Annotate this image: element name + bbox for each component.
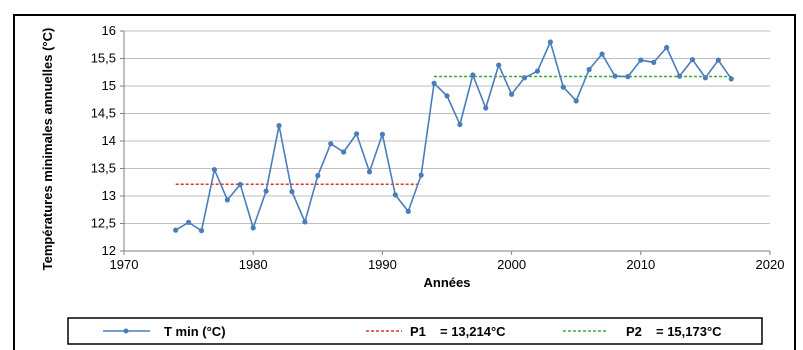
data-point <box>315 173 321 179</box>
y-tick-label: 16 <box>102 23 116 38</box>
data-point <box>379 131 385 137</box>
data-point <box>573 98 579 104</box>
data-point <box>664 44 670 51</box>
data-point <box>496 62 502 68</box>
series <box>173 39 734 234</box>
legend-series-marker <box>123 328 129 334</box>
data-point <box>276 123 282 129</box>
legend-p2-name: P2 <box>626 324 642 339</box>
x-axis-title: Années <box>424 275 471 290</box>
data-point <box>676 73 683 79</box>
y-tick-label: 12,5 <box>91 216 116 231</box>
data-point <box>457 121 463 128</box>
y-tick-label: 14 <box>102 133 116 148</box>
x-tick-label: 2000 <box>497 257 526 272</box>
legend-box <box>67 317 763 345</box>
data-point <box>560 84 566 90</box>
data-point <box>289 189 295 195</box>
data-point <box>302 219 308 225</box>
data-point <box>599 51 605 57</box>
data-point <box>470 72 476 78</box>
data-point <box>211 167 218 173</box>
legend-p1-value: = 13,214°C <box>440 324 506 339</box>
data-point <box>715 57 721 63</box>
data-point <box>547 39 553 45</box>
data-point <box>418 172 424 178</box>
data-point <box>328 141 334 147</box>
y-tick-label: 13 <box>102 188 116 203</box>
x-tick-label: 1970 <box>110 257 139 272</box>
y-tick-label: 13,5 <box>91 161 116 176</box>
gridlines <box>124 30 770 252</box>
data-point <box>638 57 644 63</box>
data-point <box>392 192 398 198</box>
chart-frame <box>13 14 796 350</box>
data-point <box>534 68 541 74</box>
data-point <box>431 80 437 86</box>
data-point <box>224 197 230 203</box>
data-point <box>366 169 373 175</box>
axes: 12 12,5 13 13,5 14 14,5 15 15,5 16 1970 1980 1990 20… <box>91 23 785 272</box>
legend-p1-name: P1 <box>410 324 426 339</box>
x-tick-label: 2010 <box>626 257 655 272</box>
data-point <box>521 75 528 81</box>
x-tick-label: 1990 <box>368 257 397 272</box>
legend-series-label: T min (°C) <box>164 324 226 339</box>
x-tick-label: 1980 <box>239 257 268 272</box>
y-tick-label: 12 <box>102 243 116 258</box>
x-tick-label: 2020 <box>756 257 785 272</box>
data-point <box>612 73 618 79</box>
data-point <box>509 91 515 97</box>
data-point <box>186 219 192 225</box>
data-point <box>250 225 256 231</box>
data-point <box>689 57 696 63</box>
data-point <box>625 74 631 80</box>
data-point <box>237 181 243 188</box>
legend-p2-value: = 15,173°C <box>656 324 722 339</box>
y-axis-title: Températures minimales annuelles (°C) <box>40 28 55 271</box>
series-line <box>175 39 732 232</box>
data-point <box>444 93 450 99</box>
data-point <box>173 227 179 233</box>
data-point <box>702 75 709 81</box>
data-point <box>651 59 657 65</box>
y-tick-label: 15 <box>102 78 116 93</box>
data-point <box>198 228 205 234</box>
data-point <box>728 76 734 82</box>
data-point <box>586 66 592 73</box>
data-point <box>405 208 411 214</box>
y-tick-label: 15,5 <box>91 51 116 66</box>
y-tick-label: 14,5 <box>91 106 116 121</box>
legend: T min (°C) P1 = 13,214°C P2 = 15,173°C <box>67 317 763 345</box>
data-point <box>353 131 360 137</box>
data-point <box>483 105 489 111</box>
data-point <box>341 149 347 155</box>
data-point <box>263 188 269 194</box>
